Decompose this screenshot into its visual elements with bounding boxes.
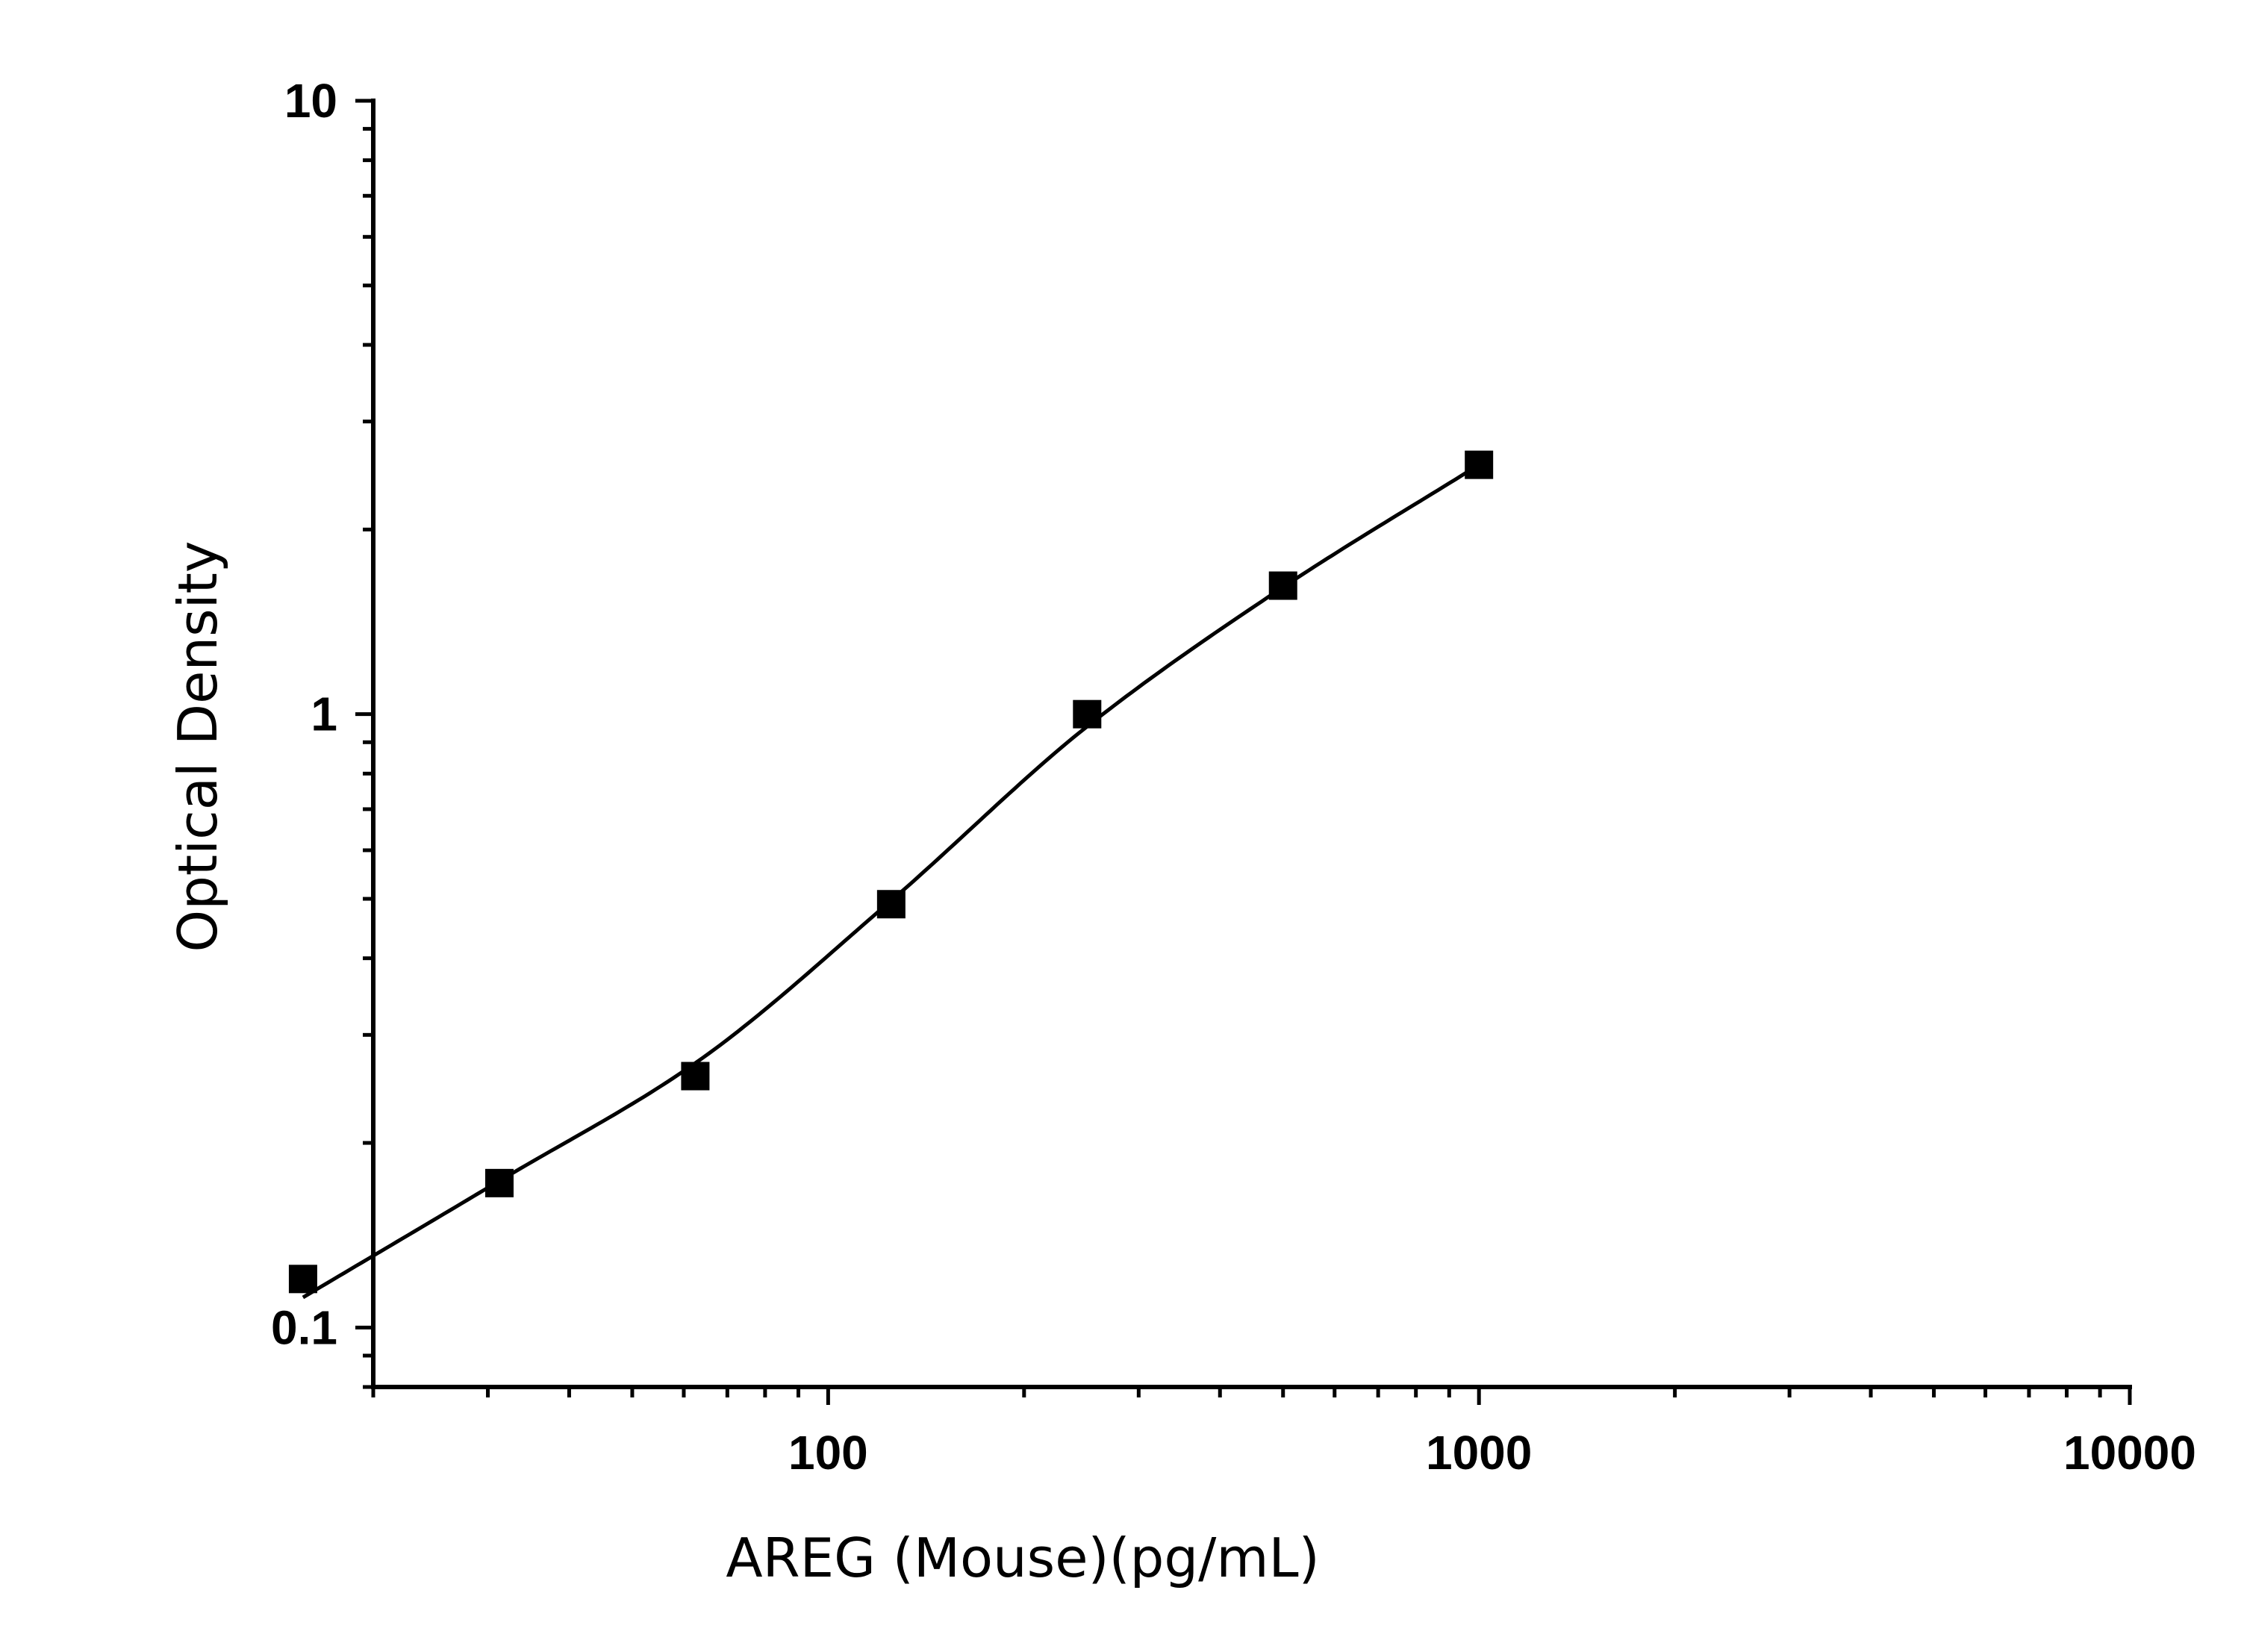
- data-point: [288, 1265, 317, 1294]
- x-tick-label: 1000: [1426, 1426, 1532, 1480]
- y-ticks: 0.1 1 10: [271, 74, 373, 1389]
- data-point: [1073, 699, 1102, 729]
- x-axis-title: AREG (Mouse)(pg/mL): [726, 1527, 1319, 1589]
- data-point: [1465, 450, 1494, 479]
- axes: [371, 99, 2132, 1389]
- x-tick-label: 10000: [2063, 1426, 2196, 1480]
- data-point: [484, 1168, 514, 1197]
- x-ticks: 100 1000 10000: [371, 1387, 2196, 1480]
- y-tick-label: 0.1: [271, 1300, 337, 1354]
- data-point: [1268, 571, 1297, 600]
- data-point: [876, 890, 906, 919]
- data-point: [681, 1062, 710, 1091]
- x-tick-label: 100: [788, 1426, 868, 1480]
- y-tick-label: 10: [284, 74, 337, 128]
- fit-curve-layer: [302, 463, 1480, 1300]
- y-axis-title: Optical Density: [166, 541, 229, 953]
- fit-curve: [302, 463, 1480, 1300]
- y-tick-label: 1: [311, 688, 337, 741]
- data-points: [288, 450, 1494, 1294]
